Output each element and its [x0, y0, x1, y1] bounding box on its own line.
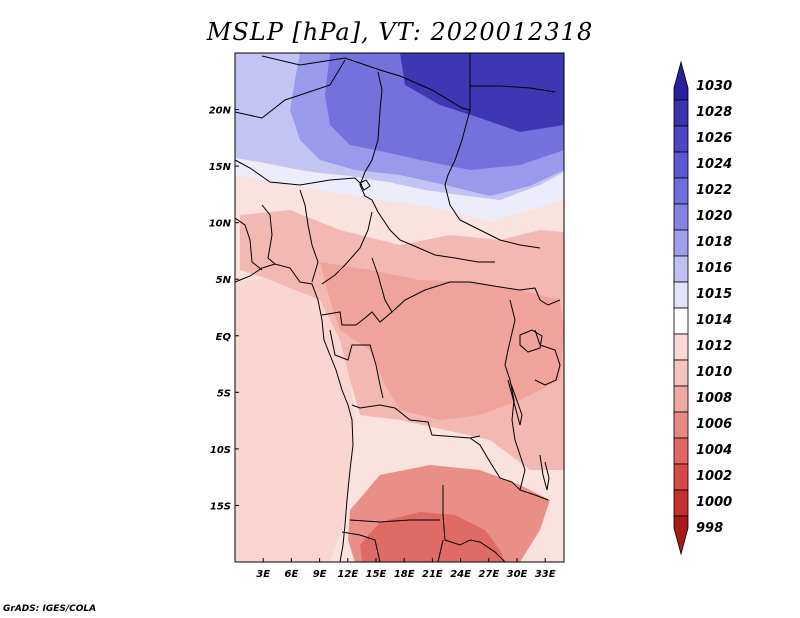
lon-tick-label: 3E: [256, 569, 270, 580]
lat-tick-label: 15S: [210, 501, 231, 512]
lon-tick-label: 24E: [450, 569, 471, 580]
border: [349, 519, 440, 523]
coastline: [235, 263, 354, 562]
colorbar-swatch: [673, 255, 689, 283]
border: [351, 404, 481, 439]
border: [504, 299, 526, 491]
lat-tick-label: 15N: [209, 162, 232, 173]
colorbar-swatch: [673, 515, 689, 556]
lake-tanganyika: [507, 379, 523, 426]
colorbar-swatch: [673, 60, 689, 101]
lon-tick-label: 18E: [394, 569, 415, 580]
colorbar-level-label: 1010: [696, 365, 733, 380]
colorbar-level-label: 1020: [696, 209, 733, 224]
colorbar-level-label: 1024: [696, 157, 733, 172]
border: [235, 59, 346, 119]
colorbar-level-label: 1014: [696, 313, 733, 328]
colorbar-level-label: 1016: [696, 261, 733, 276]
colorbar-swatch: [673, 125, 689, 153]
colorbar-swatch: [673, 151, 689, 179]
colorbar-swatch: [673, 385, 689, 413]
colorbar-level-label: 1006: [696, 417, 733, 432]
lon-tick-label: 6E: [285, 569, 299, 580]
border: [442, 485, 506, 562]
colorbar-swatch: [673, 437, 689, 465]
colorbar-swatch: [673, 281, 689, 309]
grads-credit: GrADS: IGES/COLA: [3, 604, 97, 614]
colorbar-level-label: 1002: [696, 469, 733, 484]
border: [261, 204, 276, 265]
colorbar-swatch: [673, 463, 689, 491]
lat-tick-label: 5S: [217, 388, 231, 399]
lake-victoria: [519, 329, 543, 353]
colorbar-swatch: [673, 359, 689, 387]
colorbar-level-label: 1028: [696, 105, 733, 120]
lake-malawi: [539, 454, 550, 491]
kalahari-low-shading: [360, 512, 505, 562]
lon-tick-label: 27E: [478, 569, 499, 580]
congo-shading: [320, 262, 564, 420]
pressure-field: [235, 53, 564, 562]
border: [371, 257, 536, 313]
lon-tick-label: 15E: [366, 569, 387, 580]
longitude-axis: 3E 6E 9E 12E 15E 18E 21E 24E 27E 30E 33E: [256, 558, 556, 580]
colorbar-level-label: 1018: [696, 235, 733, 250]
lat-tick-label: EQ: [216, 332, 232, 343]
lon-tick-label: 12E: [337, 569, 358, 580]
lon-tick-label: 30E: [507, 569, 528, 580]
coastlines-and-borders: [235, 53, 561, 562]
border: [235, 217, 263, 271]
border: [235, 159, 363, 186]
lake-chad: [359, 179, 371, 191]
border: [341, 531, 381, 562]
lon-tick-label: 21E: [422, 569, 443, 580]
map-frame: [234, 52, 565, 563]
lat-tick-label: 10S: [210, 445, 231, 456]
colorbar-level-label: 1008: [696, 391, 733, 406]
colorbar-swatch: [673, 177, 689, 205]
border: [444, 109, 541, 249]
border: [437, 539, 444, 562]
border: [321, 311, 393, 326]
colorbar-level-label: 998: [696, 521, 724, 536]
lat-tick-label: 5N: [216, 275, 232, 286]
border: [534, 287, 561, 306]
colorbar-swatch: [673, 489, 689, 517]
colorbar-swatch: [673, 411, 689, 439]
lat-tick-label: 20N: [209, 106, 232, 117]
colorbar-level-label: 1030: [696, 79, 733, 94]
colorbar-swatch: [673, 229, 689, 257]
border: [377, 211, 495, 263]
colorbar-swatch: [673, 333, 689, 361]
border: [299, 189, 319, 283]
colorbar-swatch: [673, 203, 689, 231]
colorbar-level-label: 1026: [696, 131, 733, 146]
colorbar-swatch: [673, 307, 689, 335]
colorbar-level-label: 1012: [696, 339, 733, 354]
latitude-axis: 20N 15N 10N 5N EQ 5S 10S 15S: [209, 106, 239, 512]
border: [329, 329, 384, 399]
lon-tick-label: 9E: [313, 569, 327, 580]
border: [470, 85, 556, 93]
atlantic-shading: [235, 278, 355, 562]
colorbar-level-label: 1004: [696, 443, 733, 458]
lon-tick-label: 33E: [535, 569, 556, 580]
colorbar: [673, 60, 689, 556]
chart-title: MSLP [hPa], VT: 2020012318: [206, 18, 594, 46]
colorbar-level-label: 1022: [696, 183, 733, 198]
colorbar-level-label: 1015: [696, 287, 733, 302]
transition-band: [235, 158, 564, 222]
colorbar-level-label: 1000: [696, 495, 733, 510]
lat-tick-label: 10N: [209, 219, 232, 230]
colorbar-swatch: [673, 99, 689, 127]
border: [469, 437, 549, 501]
ne-high-shading: [400, 53, 564, 132]
border: [261, 53, 471, 111]
border: [321, 211, 373, 285]
border: [359, 71, 383, 213]
